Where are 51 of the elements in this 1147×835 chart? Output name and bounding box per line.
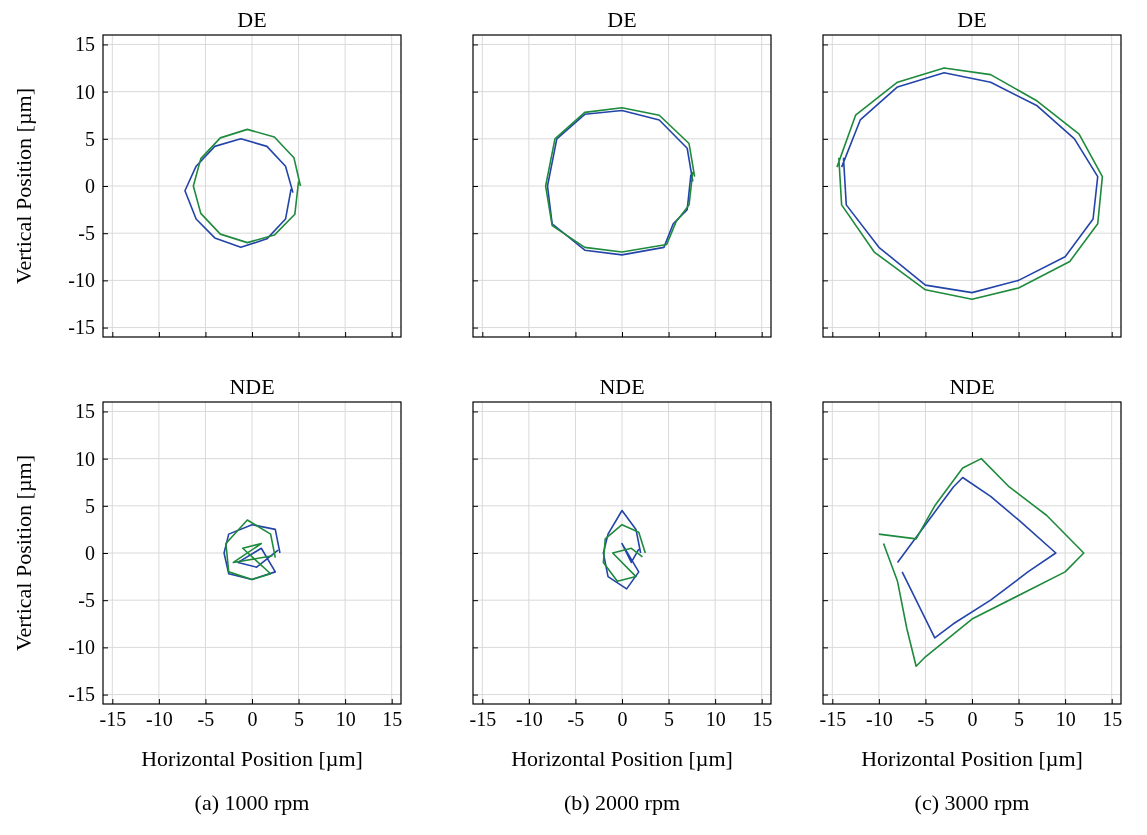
x-tick-label: -10 [866,708,893,731]
chart-title: DE [607,7,637,32]
chart-title: NDE [949,374,995,399]
chart-title: NDE [599,374,645,399]
line-series [184,138,294,249]
text: (a) 1000 rpm [194,790,310,815]
x-tick-label: 0 [967,708,978,731]
x-tick-label: 5 [1014,708,1025,731]
x-tick-label: -10 [146,708,173,731]
y-axis-title: Vertical Position [µm] [11,88,36,284]
x-axis-title: Horizontal Position [µm] [861,746,1083,771]
line-series [192,128,302,244]
y-tick-label: -15 [68,316,95,339]
y-tick-label: -15 [68,683,95,706]
y-tick-label: 0 [85,174,95,197]
y-tick-label: 5 [85,127,95,150]
y-tick-label: 10 [75,447,95,470]
x-tick-label: 10 [705,708,726,731]
x-axis-title: Horizontal Position [µm] [141,746,363,771]
x-tick-label: -5 [197,708,215,731]
y-tick-label: -10 [68,636,95,659]
chart-title: DE [957,7,987,32]
y-tick-label: -10 [68,269,95,292]
y-tick-label: 15 [75,33,95,56]
x-tick-label: -15 [819,708,847,731]
x-tick-label: 5 [294,708,305,731]
y-tick-label: 5 [85,494,95,517]
x-tick-label: 5 [664,708,675,731]
x-tick-label: -10 [516,708,543,731]
y-tick-label: 10 [75,80,95,103]
x-tick-label: 0 [247,708,258,731]
x-tick-label: 15 [752,708,773,731]
x-tick-label: -15 [469,708,497,731]
y-tick-label: -5 [78,589,95,612]
x-tick-label: -5 [917,708,935,731]
y-tick-label: 15 [75,400,95,423]
y-tick-label: -5 [78,222,95,245]
x-tick-label: -5 [567,708,585,731]
x-tick-label: 10 [1055,708,1076,731]
x-tick-label: -15 [99,708,127,731]
text: (c) 3000 rpm [914,790,1030,815]
x-tick-label: 15 [382,708,403,731]
y-axis-title: Vertical Position [µm] [11,455,36,651]
x-tick-label: 0 [617,708,628,731]
y-tick-label: 0 [85,541,95,564]
x-tick-label: 10 [335,708,356,731]
chart-title: DE [237,7,267,32]
x-axis-title: Horizontal Position [µm] [511,746,733,771]
chart-title: NDE [229,374,275,399]
x-tick-label: 15 [1102,708,1123,731]
text: (b) 2000 rpm [563,790,681,815]
